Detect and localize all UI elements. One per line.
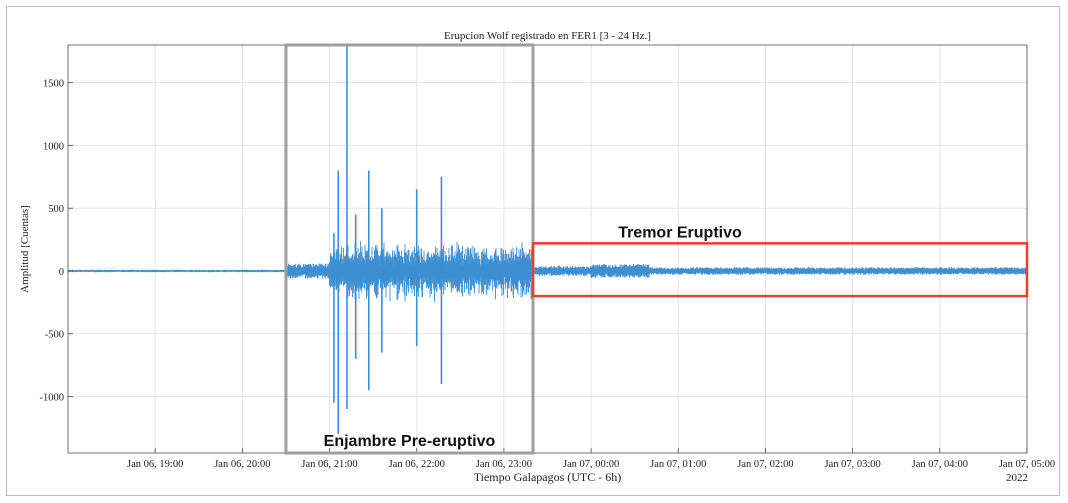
x-tick-label: Jan 07, 00:00	[563, 459, 619, 470]
x-tick-label: Jan 07, 01:00	[650, 459, 706, 470]
x-axis-year-label: 2022	[1006, 472, 1028, 484]
x-tick-label: Jan 07, 04:00	[912, 459, 968, 470]
x-tick-label: Jan 06, 22:00	[389, 459, 445, 470]
x-tick-label: Jan 06, 23:00	[476, 459, 532, 470]
y-axis-ticks: 1500 1000 500 0 -500 -1000	[40, 79, 73, 404]
tremor-label: Tremor Eruptivo	[618, 224, 742, 241]
grid-lines	[68, 45, 1028, 453]
y-axis-label: Amplitud [Cuentas]	[19, 205, 31, 293]
swarm-label: Enjambre Pre-eruptivo	[324, 433, 496, 450]
x-tick-label: Jan 06, 19:00	[127, 459, 183, 470]
plot-area-border	[67, 44, 1028, 454]
x-tick-label: Jan 06, 21:00	[301, 459, 357, 470]
x-axis-ticks: Jan 06, 19:00 Jan 06, 20:00 Jan 06, 21:00 J…	[127, 448, 1055, 470]
y-tick-label: 1000	[43, 141, 64, 152]
seismic-trace	[67, 45, 1028, 435]
y-tick-label: 500	[48, 204, 64, 215]
x-tick-label: Jan 07, 05:00	[999, 459, 1055, 470]
x-axis-label: Tiempo Galapagos (UTC - 6h)	[474, 470, 622, 484]
x-tick-label: Jan 07, 03:00	[824, 459, 880, 470]
x-tick-label: Jan 06, 20:00	[214, 459, 270, 470]
annotation-boxes: Enjambre Pre-eruptivo Tremor Eruptivo	[284, 43, 1029, 455]
x-tick-label: Jan 07, 02:00	[737, 459, 793, 470]
tremor-box	[531, 242, 1029, 298]
y-tick-label: 0	[59, 267, 64, 278]
y-tick-label: -500	[45, 330, 64, 341]
trace-body	[67, 241, 1028, 302]
y-tick-label: -1000	[40, 393, 65, 404]
chart-title: Erupcion Wolf registrado en FER1 [3 - 24…	[444, 30, 651, 42]
y-tick-label: 1500	[43, 79, 64, 90]
